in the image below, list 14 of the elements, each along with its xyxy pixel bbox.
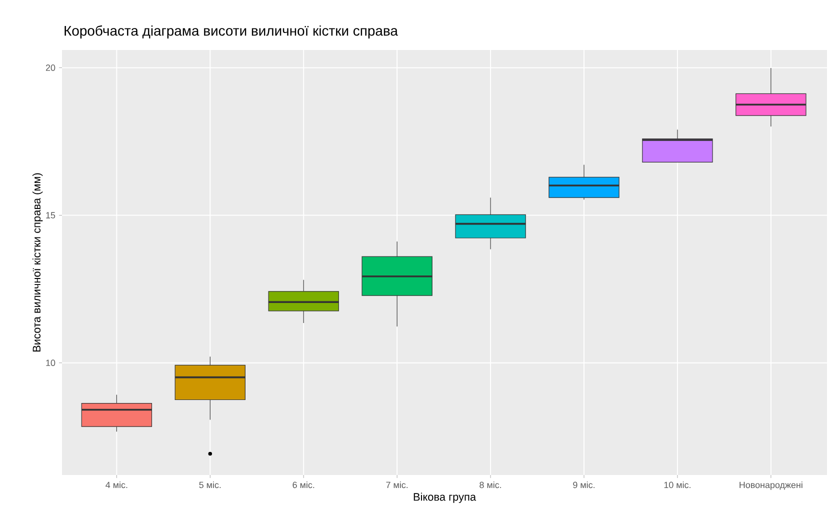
x-tick-label: Новонароджені bbox=[740, 482, 802, 490]
x-tick-label: 7 міс. bbox=[386, 482, 408, 488]
x-tick-label: 10 міс. bbox=[664, 482, 690, 488]
x-tick-label: 9 міс. bbox=[573, 482, 594, 488]
chart-title: Коробчаста діаграма висоти виличної кістки справа bbox=[64, 25, 398, 38]
x-tick-label: 8 міс. bbox=[480, 482, 502, 488]
y-tick-label: 20 bbox=[46, 64, 56, 71]
y-tick-label: 15 bbox=[46, 212, 56, 218]
y-tick-label: 10 bbox=[46, 360, 56, 366]
x-tick-label: 6 міс. bbox=[292, 482, 314, 488]
x-tick-label: 5 міс. bbox=[199, 482, 221, 488]
y-axis-title: Висота виличної кістки справа (мм) bbox=[32, 173, 43, 352]
x-axis-title: Вікова група bbox=[414, 492, 476, 503]
x-tick-label: 4 міс. bbox=[106, 482, 128, 488]
